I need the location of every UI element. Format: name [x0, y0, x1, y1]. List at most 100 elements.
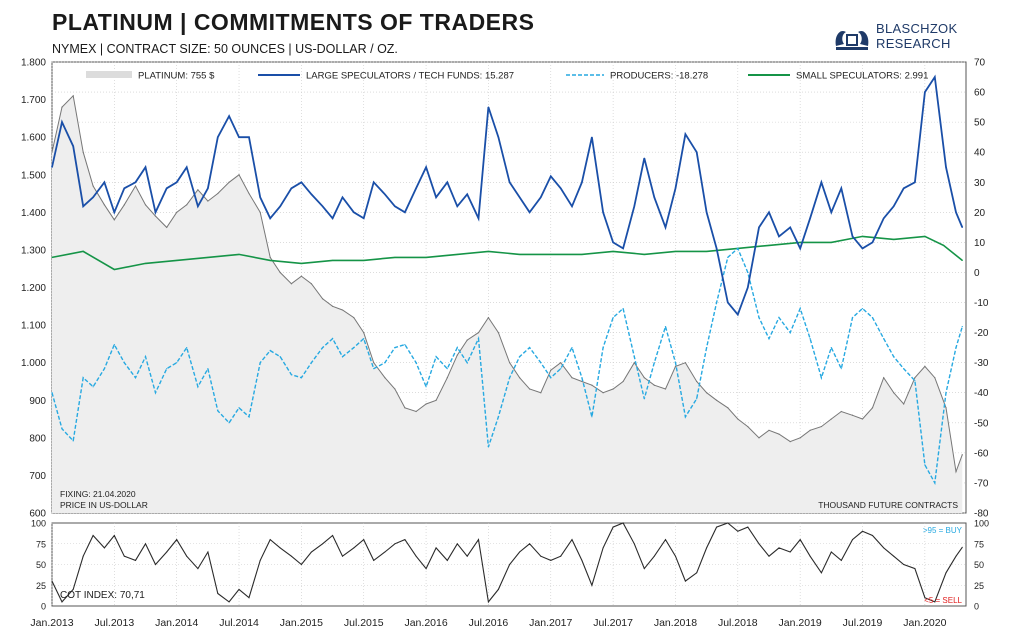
large-specs-point — [248, 136, 250, 138]
price-point — [914, 377, 916, 379]
producers-point — [924, 464, 926, 466]
producers-point — [871, 316, 874, 319]
cot-index-point — [51, 580, 53, 582]
large-specs-point — [893, 205, 895, 207]
large-specs-point — [550, 175, 552, 177]
producers-point — [840, 368, 842, 370]
producers-point — [789, 332, 791, 334]
sell-threshold-label: <5 = SELL — [924, 596, 962, 605]
cot-index-point — [373, 559, 375, 561]
large-specs-point — [186, 166, 188, 168]
price-point — [540, 392, 542, 394]
price-unit-label: PRICE IN US-DOLLAR — [60, 500, 148, 510]
producers-point — [446, 368, 448, 370]
producers-point — [664, 325, 667, 328]
x-tick-label: Jan.2016 — [404, 617, 447, 629]
small-specs-point — [331, 259, 334, 262]
large-specs-point — [789, 226, 791, 228]
price-point — [497, 332, 500, 334]
x-tick-label: Jul.2016 — [469, 617, 509, 629]
producers-point — [123, 362, 125, 364]
price-point — [186, 204, 188, 206]
producers-point — [456, 347, 458, 349]
producers-point — [851, 316, 854, 319]
producers-point — [384, 362, 386, 364]
price-point — [415, 410, 417, 413]
cot-index-point — [674, 555, 676, 557]
cot-index-point — [768, 555, 770, 557]
large-specs-point — [466, 193, 468, 195]
cot-index-point — [945, 572, 947, 574]
price-point — [113, 219, 115, 221]
producers-point — [61, 428, 63, 430]
cot-index-point — [353, 547, 355, 549]
right-axis-tick-label: 0 — [974, 268, 980, 279]
large-specs-point — [851, 235, 854, 237]
price-point — [353, 316, 355, 319]
legend-producers-label: PRODUCERS: -18.278 — [610, 71, 708, 82]
price-point — [830, 418, 832, 420]
cot-left-tick-label: 100 — [31, 519, 46, 529]
price-point — [269, 256, 271, 259]
price-point — [446, 377, 448, 379]
right-axis-tick-label: -40 — [974, 388, 989, 399]
cot-left-tick-label: 50 — [36, 560, 46, 570]
producers-point — [861, 307, 864, 310]
cot-index-point — [197, 568, 199, 570]
producers-point — [945, 392, 947, 394]
large-specs-point — [727, 301, 729, 304]
producers-point — [509, 377, 511, 379]
cot-index-point — [207, 551, 209, 553]
large-specs-point — [341, 196, 344, 198]
price-point — [518, 377, 521, 379]
cot-index-label: COT INDEX: 70,71 — [60, 590, 145, 601]
large-specs-point — [425, 166, 427, 168]
price-point — [612, 388, 614, 390]
large-specs-point — [830, 211, 832, 213]
cot-index-point — [747, 526, 749, 528]
left-axis-tick-label: 1.400 — [21, 208, 46, 219]
price-point — [945, 407, 947, 409]
large-specs-point — [394, 205, 396, 207]
cot-index-point — [789, 551, 791, 553]
right-axis-tick-label: -70 — [974, 478, 989, 489]
cot-index-point — [384, 551, 386, 553]
large-specs-point — [92, 196, 94, 198]
price-point — [290, 283, 293, 285]
company-logo: BLASCHZOK RESEARCH — [832, 20, 992, 54]
producers-point — [290, 374, 293, 376]
large-specs-point — [279, 205, 281, 207]
cot-index-point — [166, 551, 168, 553]
cot-index-point — [955, 555, 957, 557]
large-specs-point — [945, 166, 947, 168]
price-point — [737, 418, 739, 420]
large-specs-point — [144, 166, 147, 168]
cot-index-point — [633, 543, 635, 545]
cot-index-point — [852, 539, 854, 541]
cot-index-point — [259, 559, 261, 561]
cot-right-tick-label: 75 — [974, 539, 984, 549]
producers-point — [415, 362, 417, 364]
large-specs-point — [353, 211, 355, 213]
producers-point — [176, 362, 178, 364]
x-tick-label: Jan.2013 — [30, 617, 73, 629]
producers-point — [727, 256, 729, 259]
cot-index-point — [186, 555, 188, 557]
cot-index-point — [820, 572, 822, 574]
large-specs-point — [871, 241, 874, 243]
large-specs-point — [363, 217, 365, 219]
price-point — [144, 204, 147, 206]
small-specs-point — [269, 259, 271, 262]
price-point — [228, 181, 230, 183]
large-specs-point — [373, 181, 375, 183]
small-specs-point — [487, 250, 490, 253]
cot-index-point — [560, 555, 562, 557]
price-point — [809, 429, 811, 431]
price-point — [560, 362, 562, 364]
price-point — [696, 380, 698, 383]
x-tick-label: Jul.2013 — [94, 617, 134, 629]
cot-index-point — [123, 555, 125, 557]
left-axis-tick-label: 1.000 — [21, 358, 46, 369]
x-tick-label: Jul.2015 — [344, 617, 384, 629]
large-specs-point — [207, 187, 209, 189]
